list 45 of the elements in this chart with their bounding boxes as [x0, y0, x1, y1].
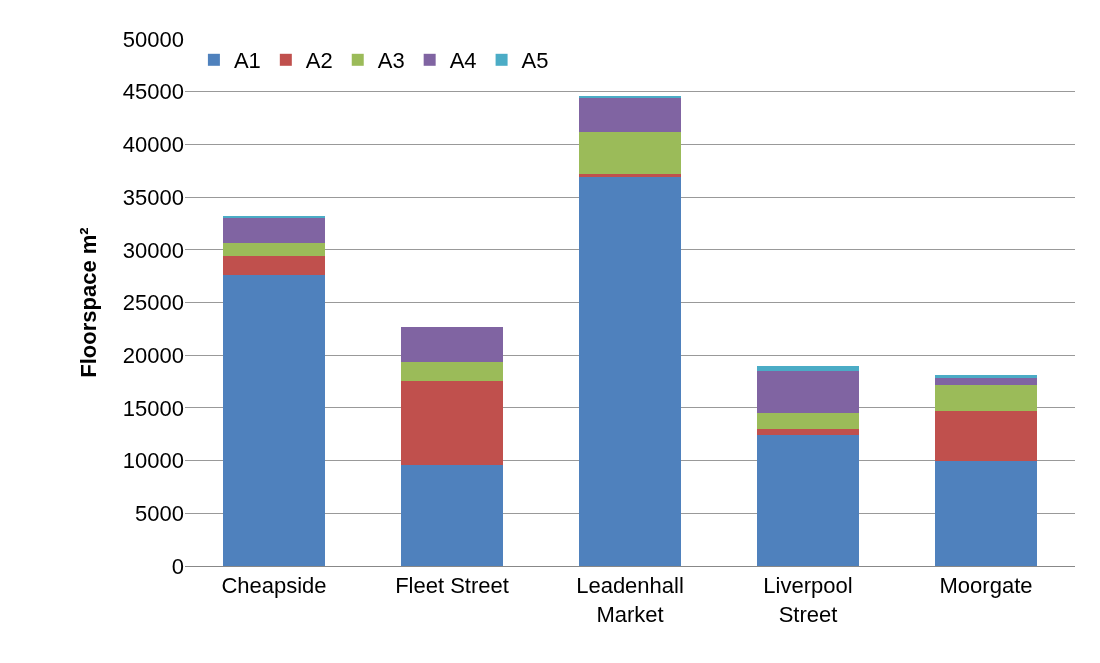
y-tick-label: 10000 — [122, 448, 184, 474]
y-tick-label: 25000 — [122, 290, 184, 316]
bar — [579, 131, 681, 174]
bar — [579, 97, 681, 132]
x-tick-label: Moorgate — [939, 573, 1033, 599]
bar — [757, 366, 859, 372]
x-tick-label: Fleet Street — [395, 573, 509, 599]
bar — [223, 242, 325, 257]
bar — [223, 275, 325, 566]
bar — [579, 95, 681, 98]
bar — [757, 413, 859, 429]
y-tick-label: 40000 — [122, 132, 184, 158]
bar — [401, 381, 503, 465]
y-tick-label: 35000 — [122, 184, 184, 210]
bar — [935, 411, 1037, 461]
bar — [935, 375, 1037, 379]
y-tick-label: 50000 — [122, 26, 184, 52]
bar — [579, 173, 681, 178]
bar — [401, 464, 503, 566]
bar — [223, 256, 325, 276]
bar — [935, 460, 1037, 566]
y-axis-title: Floorspace m² — [75, 227, 101, 378]
legend-label: A4 — [449, 48, 477, 74]
y-tick-label: 20000 — [122, 342, 184, 368]
x-tick-label: Cheapside — [221, 573, 327, 599]
y-tick-label: 45000 — [122, 79, 184, 105]
legend-label: A3 — [377, 48, 405, 74]
x-tick-label: Leadenhall Market — [576, 573, 684, 627]
bar — [579, 177, 681, 566]
y-tick-label: 0 — [171, 553, 184, 579]
legend-label: A1 — [233, 48, 261, 74]
bar — [223, 217, 325, 243]
bar — [935, 384, 1037, 412]
bar — [757, 435, 859, 566]
bar — [757, 428, 859, 436]
bar — [935, 378, 1037, 385]
x-tick-label: Liverpool Street — [763, 573, 853, 627]
y-tick-label: 30000 — [122, 237, 184, 263]
y-tick-label: 15000 — [122, 395, 184, 421]
bar — [401, 362, 503, 382]
y-tick-label: 5000 — [135, 501, 184, 526]
bar — [401, 326, 503, 363]
legend-label: A2 — [305, 48, 333, 74]
bar — [757, 371, 859, 414]
legend-label: A5 — [521, 48, 549, 74]
